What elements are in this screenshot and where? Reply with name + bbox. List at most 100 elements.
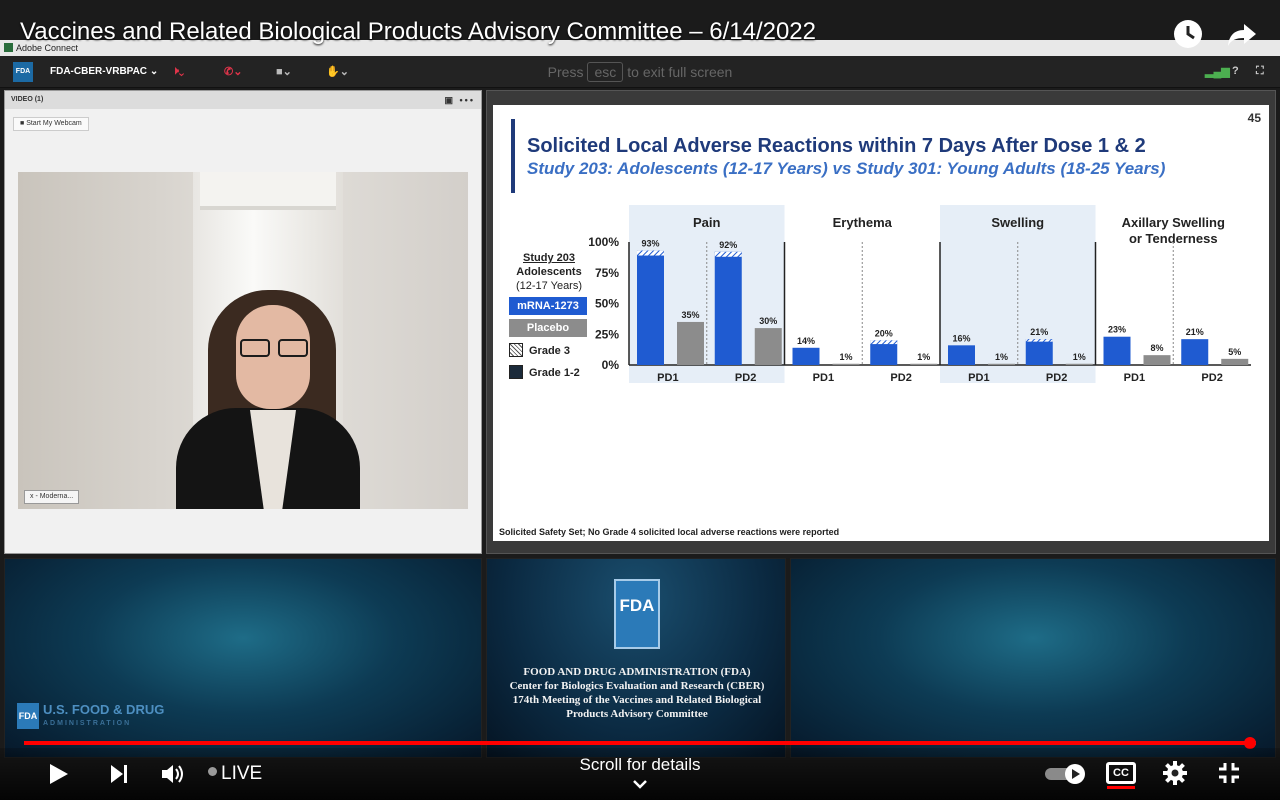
video-pod-header: VIDEO (1) ▣ ••• [5, 91, 481, 109]
legend-grade12-label: Grade 1-2 [529, 367, 580, 379]
camera-icon[interactable]: ■⌄ [276, 66, 292, 78]
x-tick-label: PD2 [1046, 372, 1067, 384]
adobe-connect-icon [4, 43, 13, 52]
data-label: 14% [797, 336, 815, 346]
y-tick-label: 75% [595, 266, 619, 280]
legend-grade3-label: Grade 3 [529, 345, 570, 357]
data-label: 1% [995, 352, 1008, 362]
legend-grade12: Grade 1-2 [509, 365, 589, 381]
presentation-slide: 45 Solicited Local Adverse Reactions wit… [493, 105, 1269, 541]
legend-title: Study 203 [523, 252, 575, 264]
x-tick-label: PD1 [968, 372, 989, 384]
mrna-bar [1025, 339, 1053, 365]
data-label: 8% [1150, 343, 1163, 353]
data-label: 35% [681, 310, 699, 320]
settings-gear-icon[interactable] [1162, 760, 1188, 786]
y-tick-label: 100% [588, 235, 619, 249]
placebo-bar [910, 363, 938, 365]
phone-mute-icon[interactable]: ✆⌄ [224, 66, 243, 78]
meeting-line-2: Center for Biologics Evaluation and Rese… [509, 680, 765, 692]
volume-icon[interactable] [160, 762, 186, 786]
placebo-bar [1143, 355, 1171, 365]
legend-population: Adolescents [516, 266, 582, 278]
connection-status-icon: ▂▄▆ [1205, 66, 1230, 78]
group-label: Pain [693, 215, 721, 230]
live-indicator[interactable]: LIVE [208, 763, 262, 785]
room-menu[interactable]: FDA-CBER-VRBPAC ⌄ [50, 66, 158, 77]
video-pod: VIDEO (1) ▣ ••• ■ Start My Webcam x - Mo… [4, 90, 482, 554]
data-label: 92% [719, 240, 737, 250]
mrna-bar [792, 347, 820, 365]
fda-logo-icon: FDA [13, 62, 33, 82]
slide-page-number: 45 [1247, 111, 1261, 125]
scroll-for-details[interactable]: Scroll for details [579, 755, 701, 774]
start-webcam-button[interactable]: ■ Start My Webcam [13, 117, 89, 131]
solid-swatch [509, 365, 523, 379]
grade3-segment [637, 250, 664, 256]
video-pod-title: VIDEO (1) [11, 96, 44, 103]
scrubber-handle[interactable] [1244, 737, 1256, 749]
branding-panel-left: FDA U.S. FOOD & DRUG ADMINISTRATION [4, 558, 482, 758]
fda-wordmark-logo: FDA [17, 703, 39, 729]
live-dot-icon [208, 767, 217, 776]
watch-later-icon[interactable] [1172, 18, 1204, 50]
participant-name-tag: x - Moderna... [24, 490, 80, 504]
play-icon[interactable] [46, 762, 70, 786]
hatch-swatch [509, 343, 523, 357]
x-tick-label: PD2 [1201, 372, 1222, 384]
fullscreen-hint-pre: Press [547, 64, 584, 80]
placebo-bar [677, 321, 704, 365]
group-label: Swelling [991, 215, 1044, 230]
slide-title: Solicited Local Adverse Reactions within… [527, 135, 1146, 157]
audio-mute-icon[interactable]: 🕨⌄ [172, 65, 185, 77]
placebo-bar [1221, 358, 1249, 365]
raise-hand-icon[interactable]: ✋⌄ [326, 66, 349, 78]
progress-fill [24, 741, 1244, 745]
chevron-down-icon: ⌄ [149, 66, 159, 77]
start-webcam-label: Start My Webcam [26, 120, 82, 127]
help-icon[interactable]: ? [1232, 65, 1239, 77]
data-label: 93% [641, 239, 659, 249]
progress-bar[interactable] [24, 741, 1256, 745]
placebo-bar [1065, 363, 1093, 365]
placebo-bar [754, 328, 782, 365]
next-icon[interactable] [108, 763, 130, 785]
data-label: 1% [1073, 352, 1086, 362]
fda-wordmark: FDA U.S. FOOD & DRUG ADMINISTRATION [17, 703, 164, 729]
captions-button[interactable]: CC [1106, 762, 1136, 784]
autoplay-toggle[interactable] [1045, 764, 1089, 784]
y-tick-label: 25% [595, 327, 619, 341]
meeting-line-3: 174th Meeting of the Vaccines and Relate… [512, 694, 762, 706]
exit-fullscreen-icon[interactable] [1217, 761, 1241, 785]
x-tick-label: PD2 [735, 372, 756, 384]
pod-options-icon[interactable]: ▣ ••• [444, 95, 475, 105]
title-accent-bar [511, 119, 515, 193]
data-label: 30% [759, 316, 777, 326]
data-label: 23% [1108, 325, 1126, 335]
fullscreen-exit-icon[interactable]: ⛶ [1256, 65, 1264, 77]
slide-footnote: Solicited Safety Set; No Grade 4 solicit… [499, 527, 840, 537]
share-icon[interactable] [1226, 18, 1258, 50]
live-label: LIVE [221, 763, 263, 784]
mrna-bar [714, 251, 742, 365]
video-title[interactable]: Vaccines and Related Biological Products… [20, 18, 816, 45]
placebo-bar [988, 363, 1015, 365]
chevron-down-icon[interactable] [632, 778, 648, 790]
data-label: 16% [952, 333, 970, 343]
x-tick-label: PD1 [1124, 372, 1145, 384]
share-pod: 45 Solicited Local Adverse Reactions wit… [486, 90, 1276, 554]
fda-logo: FDA [614, 579, 660, 649]
fda-wordmark-sub: ADMINISTRATION [43, 720, 132, 727]
speaker-video: x - Moderna... [18, 172, 468, 509]
speaker-glasses [240, 339, 308, 357]
branding-panel-right [790, 558, 1276, 758]
y-tick-label: 50% [595, 297, 619, 311]
esc-key: esc [587, 62, 624, 82]
legend-placebo: Placebo [509, 319, 587, 337]
mrna-bar [870, 340, 898, 365]
data-label: 21% [1186, 327, 1204, 337]
x-tick-label: PD2 [890, 372, 911, 384]
grade3-segment [1025, 339, 1053, 342]
meeting-line-1: FOOD AND DRUG ADMINISTRATION (FDA) [523, 666, 751, 678]
